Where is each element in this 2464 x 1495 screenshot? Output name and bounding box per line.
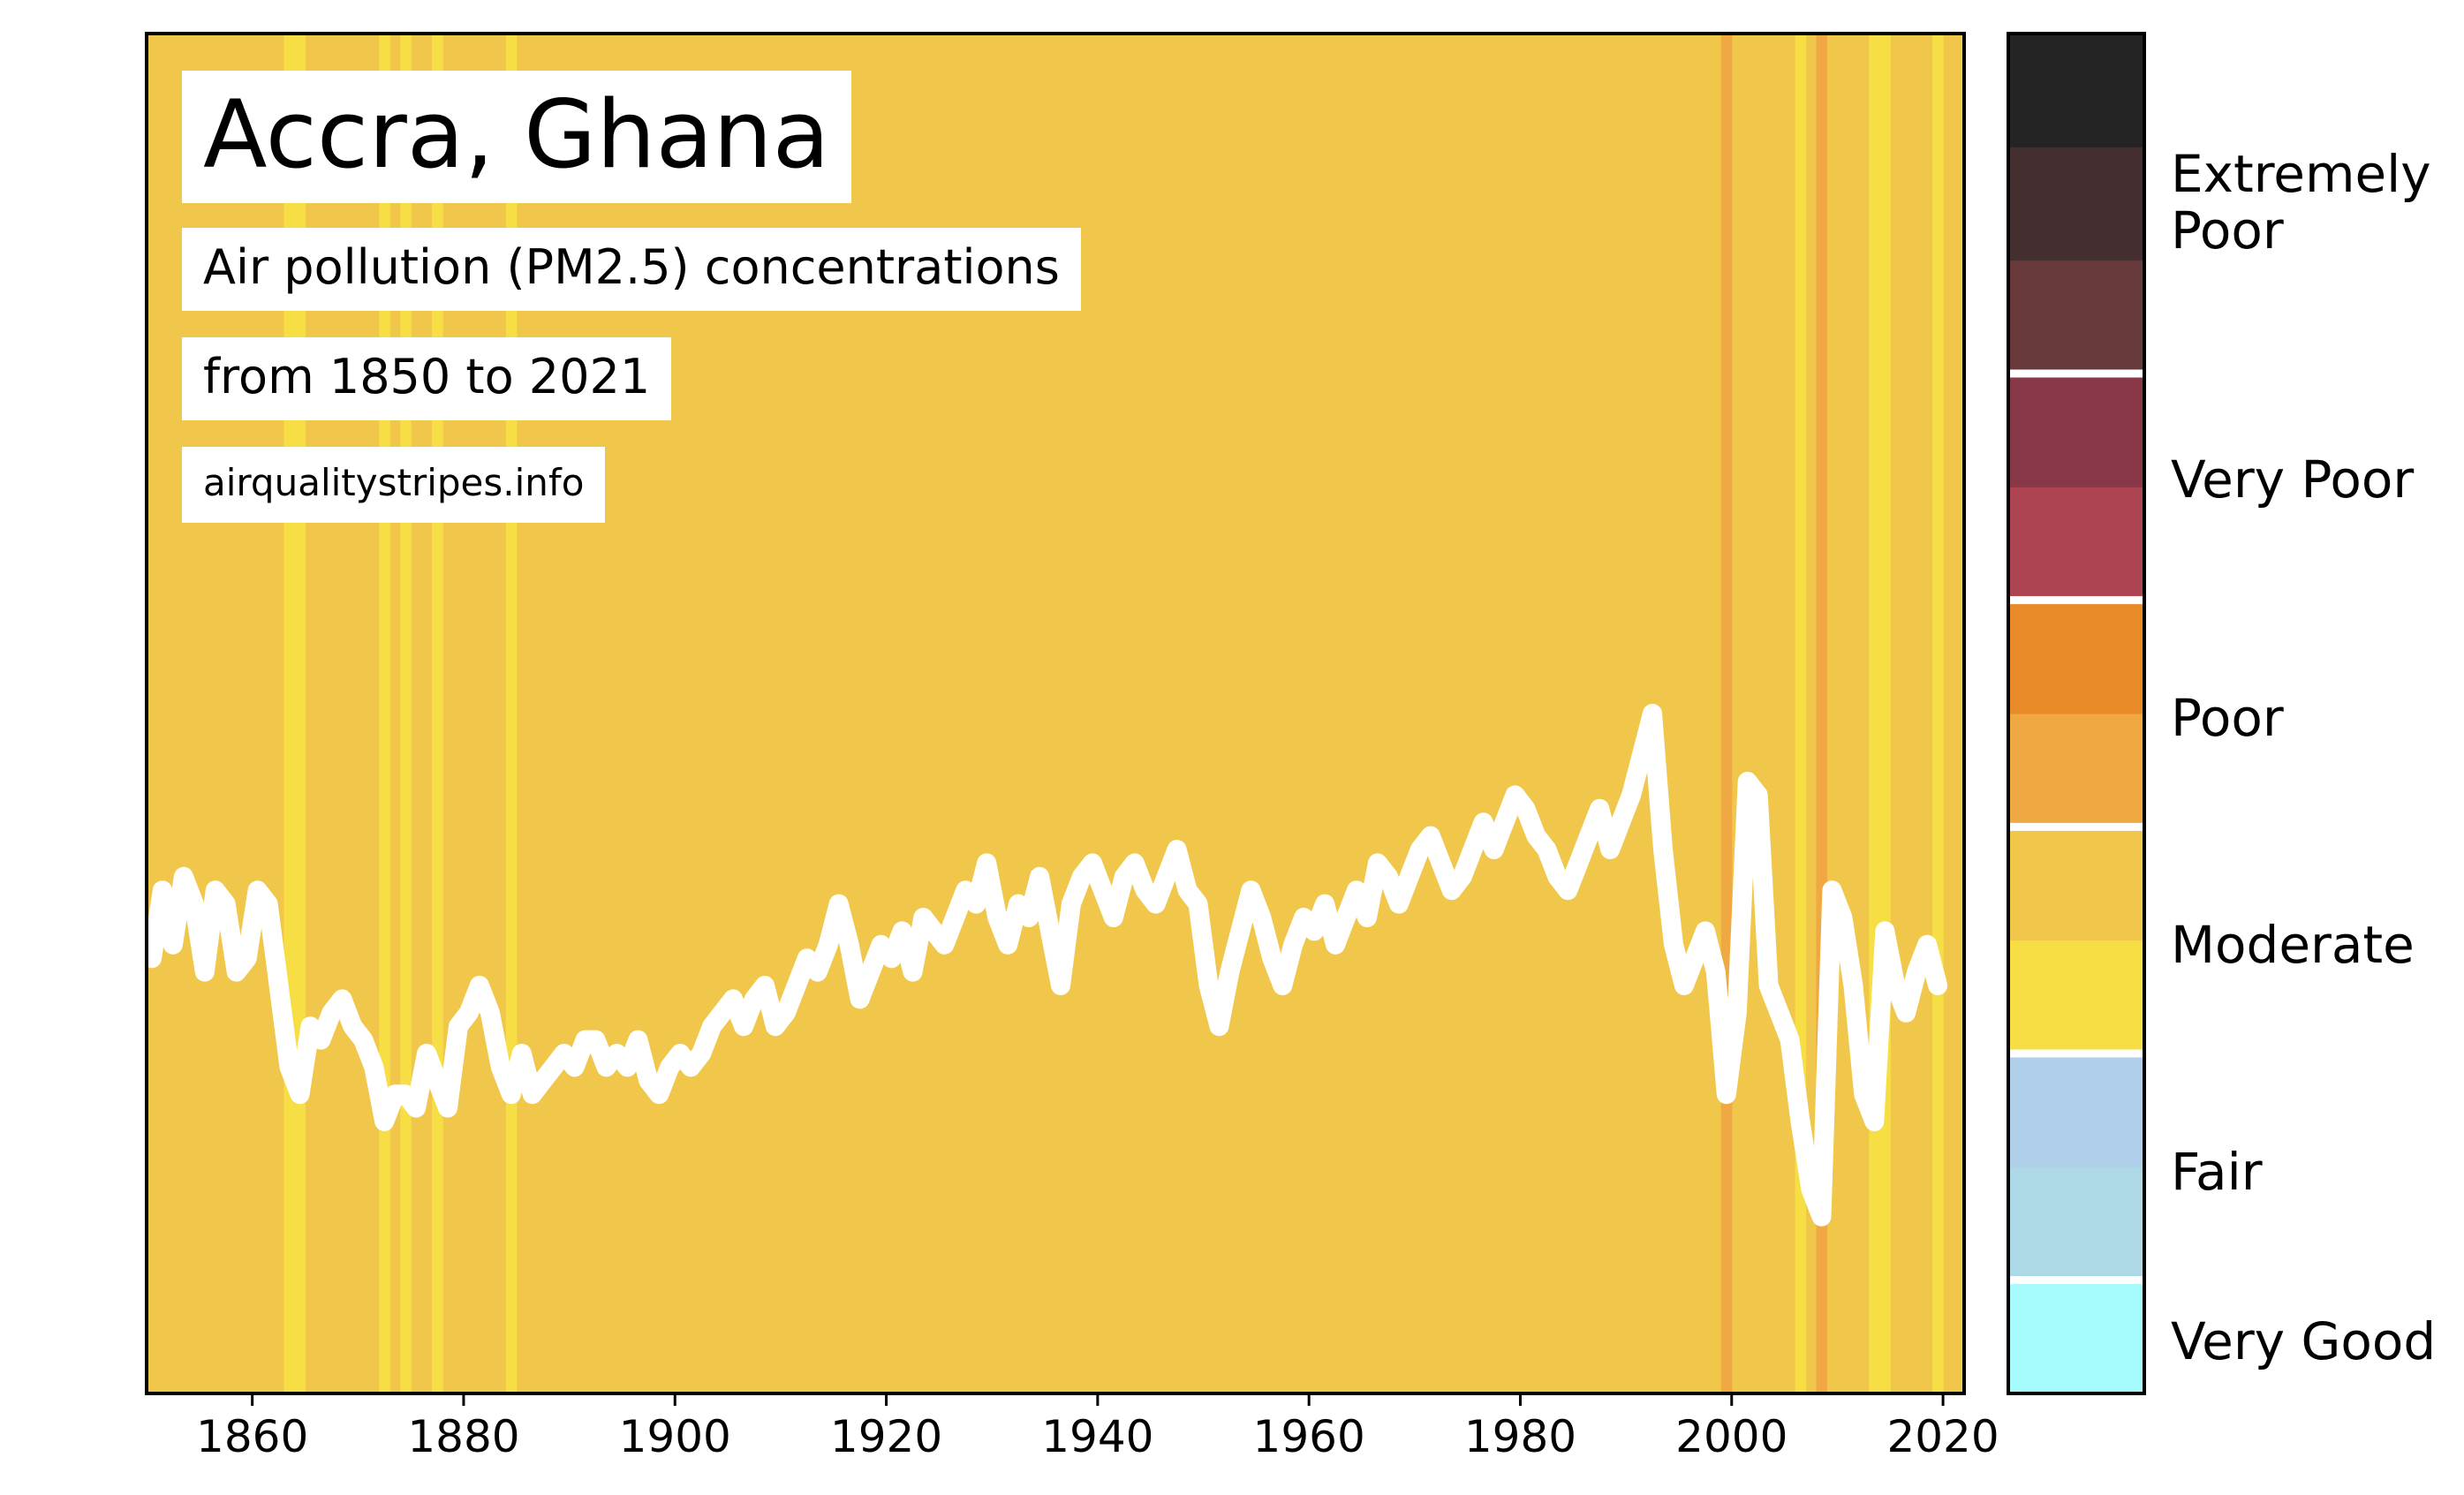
colorbar-segment-1 <box>2008 1167 2144 1281</box>
colorbar-segment-5 <box>2008 714 2144 827</box>
legend-label-moderate: Moderate <box>2171 915 2415 975</box>
colorbar-segment-4 <box>2008 827 2144 941</box>
legend-label-extremely-poor-line2: Poor <box>2171 200 2284 260</box>
x-tick-label-1940: 1940 <box>1041 1411 1153 1462</box>
chart-title: Accra, Ghana <box>182 71 851 203</box>
colorbar-segment-7 <box>2008 487 2144 601</box>
colorbar-segment-0 <box>2008 1280 2144 1394</box>
legend-label-very-poor: Very Poor <box>2171 449 2414 510</box>
colorbar-segment-6 <box>2008 600 2144 714</box>
legend-label-very-good: Very Good <box>2171 1311 2436 1371</box>
colorbar-segment-2 <box>2008 1053 2144 1167</box>
chart-subtitle: Air pollution (PM2.5) concentrations <box>182 228 1081 311</box>
x-tick-label-1960: 1960 <box>1253 1411 1365 1462</box>
colorbar-segment-10 <box>2008 147 2144 261</box>
stripe-2013 <box>1869 34 1880 1393</box>
stripe-1999 <box>1720 34 1733 1393</box>
pm25-line <box>142 704 1948 1227</box>
colorbar-segment-8 <box>2008 374 2144 487</box>
colorbar-segment-11 <box>2008 34 2144 147</box>
x-tick-label-1900: 1900 <box>619 1411 731 1462</box>
legend-colorbar <box>2008 34 2144 1394</box>
colorbar-frame <box>2007 32 2146 1395</box>
x-tick-label-2000: 2000 <box>1675 1411 1788 1462</box>
colorbar-segment-9 <box>2008 260 2144 374</box>
stripe-2019 <box>1932 34 1944 1393</box>
plot-frame <box>145 32 1966 1395</box>
legend-label-fair: Fair <box>2171 1142 2263 1202</box>
x-tick-label-2020: 2020 <box>1886 1411 1999 1462</box>
x-tick-label-1980: 1980 <box>1464 1411 1576 1462</box>
legend-label-extremely-poor-line1: Extremely <box>2171 144 2431 204</box>
x-tick-label-1880: 1880 <box>407 1411 519 1462</box>
x-axis: 1860 1880 1900 1920 1940 1960 1980 2000 2020 <box>196 1393 1999 1462</box>
x-tick-label-1920: 1920 <box>830 1411 942 1462</box>
legend-label-poor: Poor <box>2171 688 2284 748</box>
x-tick-label-1860: 1860 <box>196 1411 308 1462</box>
colorbar-segment-3 <box>2008 940 2144 1054</box>
stripe-2014 <box>1879 34 1891 1393</box>
chart-source: airqualitystripes.info <box>182 447 606 523</box>
chart-period: from 1850 to 2021 <box>182 337 672 420</box>
